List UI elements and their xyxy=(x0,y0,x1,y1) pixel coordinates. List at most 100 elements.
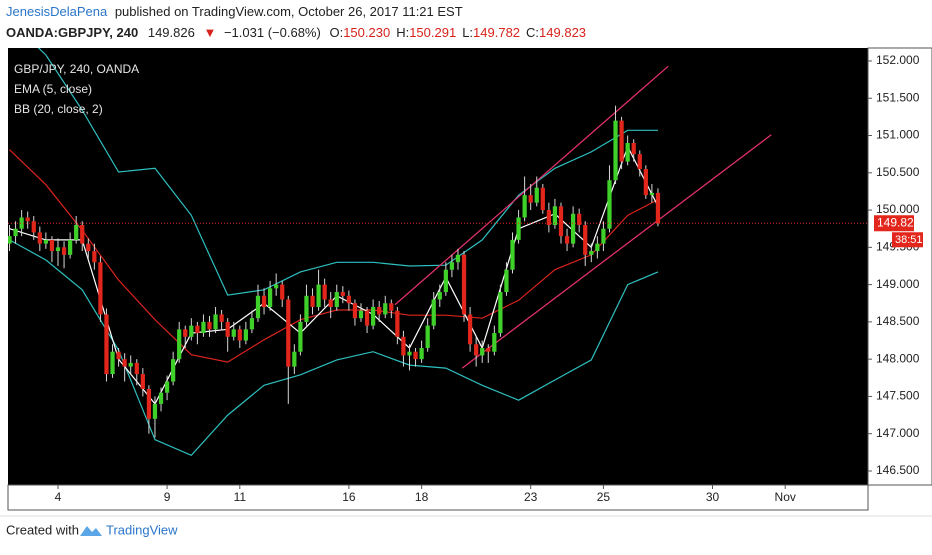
y-tick-label: 151.500 xyxy=(876,90,920,104)
candle-body xyxy=(443,269,448,293)
price-box xyxy=(874,215,914,232)
candle-body xyxy=(419,347,424,360)
candle-body xyxy=(164,381,170,393)
candle-body xyxy=(292,351,297,367)
candle-body xyxy=(631,142,636,155)
change-arrow: ▼ xyxy=(203,25,216,40)
legend-ema: EMA (5, close) xyxy=(14,82,92,96)
candle-body xyxy=(595,243,600,252)
x-tick-label: 9 xyxy=(164,490,171,504)
candle-body xyxy=(413,351,418,360)
y-tick-label: 148.500 xyxy=(876,314,920,328)
candle-body xyxy=(201,321,206,334)
ohlc-value: 150.230 xyxy=(343,25,390,40)
candle-body xyxy=(383,303,388,315)
candle-body xyxy=(504,269,509,293)
legend-symbol: GBP/JPY, 240, OANDA xyxy=(14,62,139,76)
ohlc-value: 149.823 xyxy=(539,25,586,40)
candle-body xyxy=(80,224,85,244)
candle-body xyxy=(55,247,61,252)
published: published on TradingView.com, October 26… xyxy=(115,4,463,19)
candle-body xyxy=(613,120,618,181)
candle-body xyxy=(86,243,91,252)
candle-body xyxy=(589,251,594,255)
trend-line xyxy=(394,65,669,306)
change: −1.031 (−0.68%) xyxy=(224,25,321,40)
x-tick-label: Nov xyxy=(775,490,796,504)
candle-body xyxy=(286,299,291,367)
ohlc-key: O: xyxy=(329,25,343,40)
x-tick-label: 23 xyxy=(524,490,538,504)
candle-body xyxy=(61,247,67,255)
candle-body xyxy=(152,403,158,419)
candle-body xyxy=(98,262,103,315)
candle-body xyxy=(122,359,127,367)
y-tick-label: 151.000 xyxy=(876,128,920,142)
candle-body xyxy=(607,180,612,229)
candle-body xyxy=(13,228,18,237)
ohlc-key: C: xyxy=(526,25,539,40)
candle-body xyxy=(316,284,321,307)
candle-body xyxy=(183,329,188,337)
ohlc-value: 150.291 xyxy=(409,25,456,40)
candle-body xyxy=(643,169,648,196)
candle-body xyxy=(649,192,655,196)
candle-body xyxy=(407,351,412,356)
candle-body xyxy=(128,362,133,367)
candle-body xyxy=(134,362,139,375)
candle-body xyxy=(377,306,382,315)
footer-brand[interactable]: TradingView xyxy=(106,522,178,537)
x-tick-label: 25 xyxy=(597,490,611,504)
candle-body xyxy=(267,288,273,307)
candle-body xyxy=(540,187,545,211)
candle-body xyxy=(449,262,455,270)
candle-body xyxy=(352,303,358,319)
candle-body xyxy=(158,392,164,404)
candle-body xyxy=(546,210,551,225)
candle-body xyxy=(328,299,333,307)
candle-body xyxy=(274,284,279,289)
x-tick-label: 11 xyxy=(234,490,247,504)
ohlc-value: 149.782 xyxy=(473,25,520,40)
candle-body xyxy=(346,295,352,304)
logo xyxy=(80,526,102,536)
x-tick-label: 18 xyxy=(415,490,429,504)
candle-body xyxy=(522,195,527,218)
candle-body xyxy=(577,213,582,225)
candle-body xyxy=(304,295,309,322)
candle-body xyxy=(425,325,430,348)
y-tick-label: 147.500 xyxy=(876,389,920,403)
candle-body xyxy=(467,314,473,345)
x-tick-label: 16 xyxy=(342,490,356,504)
candle-body xyxy=(74,224,79,240)
candle-body xyxy=(298,321,303,352)
last-price: 149.826 xyxy=(148,25,195,40)
trend-line xyxy=(461,134,772,369)
candle-body xyxy=(31,221,36,233)
y-tick-label: 146.500 xyxy=(876,463,920,477)
y-tick-label: 152.000 xyxy=(876,53,920,67)
candle-body xyxy=(37,232,42,244)
countdown-box xyxy=(892,232,923,248)
legend-bb: BB (20, close, 2) xyxy=(14,102,103,116)
candle-body xyxy=(552,206,558,225)
ohlc-key: L: xyxy=(462,25,473,40)
candle-body xyxy=(177,329,182,360)
candle-body xyxy=(510,239,515,270)
candle-body xyxy=(528,195,533,203)
candle-body xyxy=(189,325,194,337)
candle-body xyxy=(207,321,212,330)
candle-body xyxy=(570,213,576,244)
candle-body xyxy=(225,321,230,337)
candle-body xyxy=(583,224,588,255)
candle-body xyxy=(516,217,521,240)
candle-body xyxy=(431,299,436,326)
candle-body xyxy=(261,295,267,307)
candle-body xyxy=(49,239,55,252)
candle-body xyxy=(43,239,48,244)
author[interactable]: JenesisDelaPena xyxy=(6,4,108,19)
candle-body xyxy=(371,306,376,326)
candle-body xyxy=(455,254,461,263)
price-axis xyxy=(867,47,932,486)
